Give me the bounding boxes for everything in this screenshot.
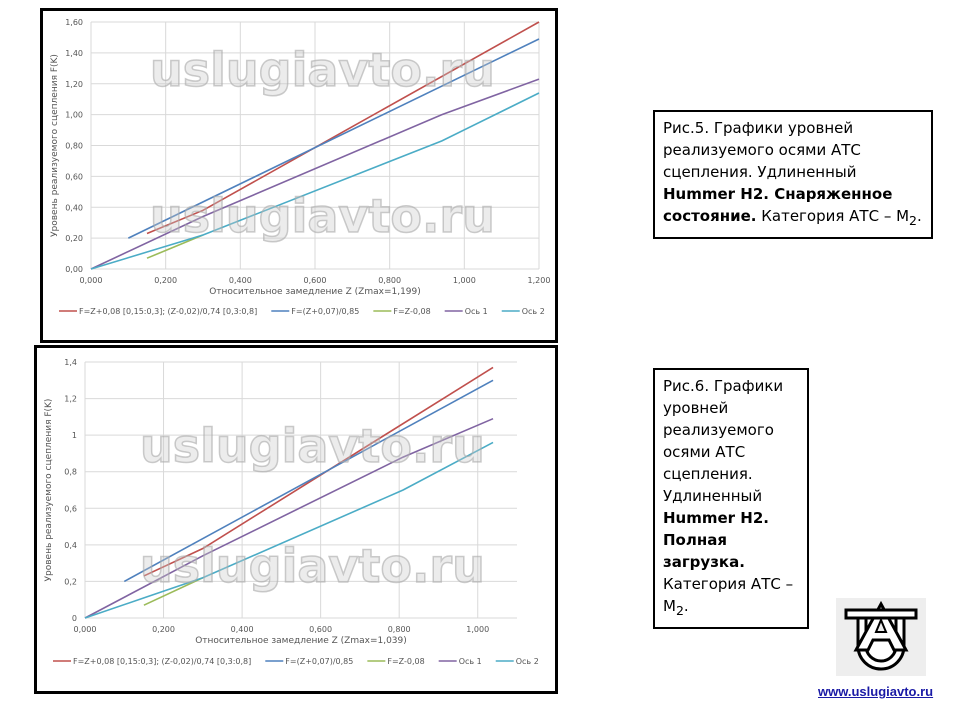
y-tick-label: 1,2 <box>64 395 77 404</box>
y-axis-label: Уровень реализуемого сцепления F(K) <box>44 399 54 582</box>
series-line <box>84 441 494 619</box>
x-tick-label: 0,800 <box>378 276 401 285</box>
series-line <box>123 379 494 583</box>
x-tick-label: 0,400 <box>231 625 254 634</box>
series-line <box>146 234 204 259</box>
caption-sub: 2 <box>909 213 917 228</box>
legend-entry: Ось 1 <box>459 657 482 666</box>
caption-text: . <box>917 207 922 225</box>
y-tick-label: 1,4 <box>64 358 77 367</box>
caption-text: Категория АТС – М <box>756 207 910 225</box>
y-tick-label: 0,8 <box>64 468 77 477</box>
legend-entry: F=(Z+0,07)/0,85 <box>285 657 353 666</box>
legend-entry: Ось 1 <box>465 307 488 316</box>
y-tick-label: 1,00 <box>65 111 83 120</box>
x-tick-label: 1,000 <box>466 625 489 634</box>
y-tick-label: 1,60 <box>65 18 83 27</box>
series-line <box>143 577 204 606</box>
legend-entry: F=Z-0,08 <box>387 657 424 666</box>
y-tick-label: 0,00 <box>65 265 83 274</box>
y-tick-label: 0,40 <box>65 203 83 212</box>
legend-entry: F=Z+0,08 [0,15:0,3]; (Z-0,02)/0,74 [0,3:… <box>79 307 257 316</box>
legend-entry: F=(Z+0,07)/0,85 <box>291 307 359 316</box>
caption-fig6: Рис.6. Графики уровней реализуемого осям… <box>653 368 809 629</box>
x-tick-label: 0,200 <box>152 625 175 634</box>
chart-fig6: 0 0,2 0,4 0,6 0,8 1 1,2 1,4 0,000 0,200 0,400 0,600… <box>34 345 558 694</box>
legend-entry: Ось 2 <box>522 307 545 316</box>
legend-entry: F=Z-0,08 <box>393 307 430 316</box>
x-tick-label: 0,000 <box>74 625 97 634</box>
website-link[interactable]: www.uslugiavto.ru <box>818 684 934 699</box>
legend-entry: F=Z+0,08 [0,15:0,3]; (Z-0,02)/0,74 [0,3:… <box>73 657 251 666</box>
x-tick-label: 0,600 <box>304 276 327 285</box>
y-tick-label: 1 <box>72 431 77 440</box>
series-line <box>84 417 494 619</box>
caption-bold: Hummer H2. Полная загрузка. <box>663 509 769 571</box>
y-tick-label: 0,80 <box>65 142 83 151</box>
caption-text: Рис.6. Графики уровней реализуемого осям… <box>663 377 784 505</box>
x-tick-label: 1,000 <box>453 276 476 285</box>
x-tick-label: 0,000 <box>80 276 103 285</box>
y-tick-label: 0,2 <box>64 577 77 586</box>
series-line <box>90 92 540 270</box>
x-tick-label: 0,800 <box>388 625 411 634</box>
series-line <box>127 38 540 239</box>
x-axis-label: Относительное замедление Z (Zmax=1,039) <box>195 636 407 646</box>
y-tick-label: 0,4 <box>64 541 77 550</box>
x-axis-label: Относительное замедление Z (Zmax=1,199) <box>209 287 421 297</box>
caption-text: Категория АТС – М <box>663 575 794 615</box>
x-tick-label: 1,200 <box>528 276 551 285</box>
legend-entry: Ось 2 <box>516 657 539 666</box>
y-tick-label: 1,40 <box>65 49 83 58</box>
series-line <box>90 78 540 270</box>
series-line <box>146 21 540 235</box>
y-tick-label: 0,60 <box>65 172 83 181</box>
caption-text: Рис.5. Графики уровней реализуемого осям… <box>663 119 861 181</box>
caption-bold: Hummer H2. Снаряженное состояние. <box>663 185 893 225</box>
caption-text: . <box>683 597 689 615</box>
x-tick-label: 0,200 <box>154 276 177 285</box>
y-tick-label: 0,20 <box>65 234 83 243</box>
caption-sub: 2 <box>675 603 684 618</box>
y-tick-label: 0,6 <box>64 504 77 513</box>
caption-fig5: Рис.5. Графики уровней реализуемого осям… <box>653 110 933 239</box>
y-axis-label: Уровень реализуемого сцепления F(K) <box>50 54 60 237</box>
series-line <box>143 366 494 577</box>
y-tick-label: 1,20 <box>65 80 83 89</box>
au-logo <box>836 598 926 676</box>
x-tick-label: 0,400 <box>229 276 252 285</box>
chart-fig5: 0,00 0,20 0,40 0,60 0,80 1,00 1,20 1,40 1,60 0,00… <box>40 8 558 343</box>
y-tick-label: 0 <box>72 614 77 623</box>
x-tick-label: 0,600 <box>309 625 332 634</box>
